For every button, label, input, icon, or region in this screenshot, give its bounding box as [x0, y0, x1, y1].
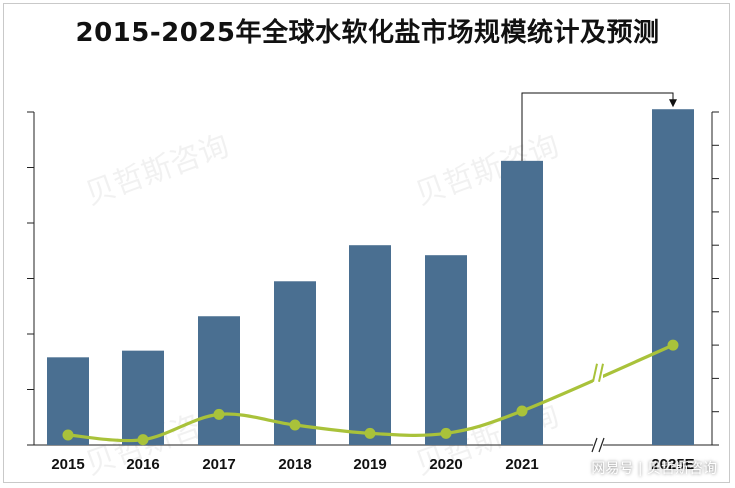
x-tick-label-2021: 2021 — [505, 456, 538, 473]
x-tick-label-2025E: 2025E — [651, 456, 694, 473]
line-point-2017 — [213, 408, 225, 420]
bar-2025E — [652, 109, 694, 445]
bar-2019 — [349, 245, 391, 445]
annotation-layer — [521, 92, 677, 161]
chart-frame — [3, 3, 730, 483]
watermark-text: 贝哲斯咨询 — [81, 128, 234, 212]
chart-title: 2015-2025年全球水软化盐市场规模统计及预测 — [75, 18, 660, 48]
x-axis-break-gap — [593, 439, 603, 451]
line-point-2020 — [440, 427, 452, 439]
growth-arrow-line — [521, 92, 674, 161]
line-point-2025E — [667, 339, 679, 351]
bar-2016 — [122, 350, 164, 445]
bar-2018 — [274, 281, 316, 445]
line-point-2015 — [62, 429, 74, 441]
line-break-mark — [592, 363, 598, 382]
footer-credit: 网易号 | 贝哲斯咨询 — [591, 461, 717, 477]
line-point-2018 — [289, 419, 301, 431]
growth-arrow-head — [669, 99, 677, 108]
x-axis-break-mark — [591, 437, 598, 453]
x-axis-break-mark — [598, 437, 605, 453]
line-point-2016 — [137, 434, 149, 446]
line-break-mark — [598, 363, 604, 382]
line-point-2019 — [364, 427, 376, 439]
x-tick-label-2015: 2015 — [51, 456, 84, 473]
line-series — [62, 339, 679, 446]
x-tick-label-2017: 2017 — [202, 456, 235, 473]
x-tick-label-2020: 2020 — [429, 456, 462, 473]
bar-2020 — [425, 255, 467, 445]
x-tick-label-2018: 2018 — [278, 456, 311, 473]
bar-2021 — [501, 160, 543, 445]
x-tick-label-2016: 2016 — [126, 456, 159, 473]
x-tick-label-2019: 2019 — [353, 456, 386, 473]
line-break-gap — [593, 361, 603, 384]
bar-series — [47, 109, 694, 445]
x-tick-labels: 2015 2016 2017 2018 2019 2020 2021 2025E — [51, 456, 694, 473]
bar-2017 — [198, 316, 240, 445]
line-point-2021 — [516, 405, 528, 417]
